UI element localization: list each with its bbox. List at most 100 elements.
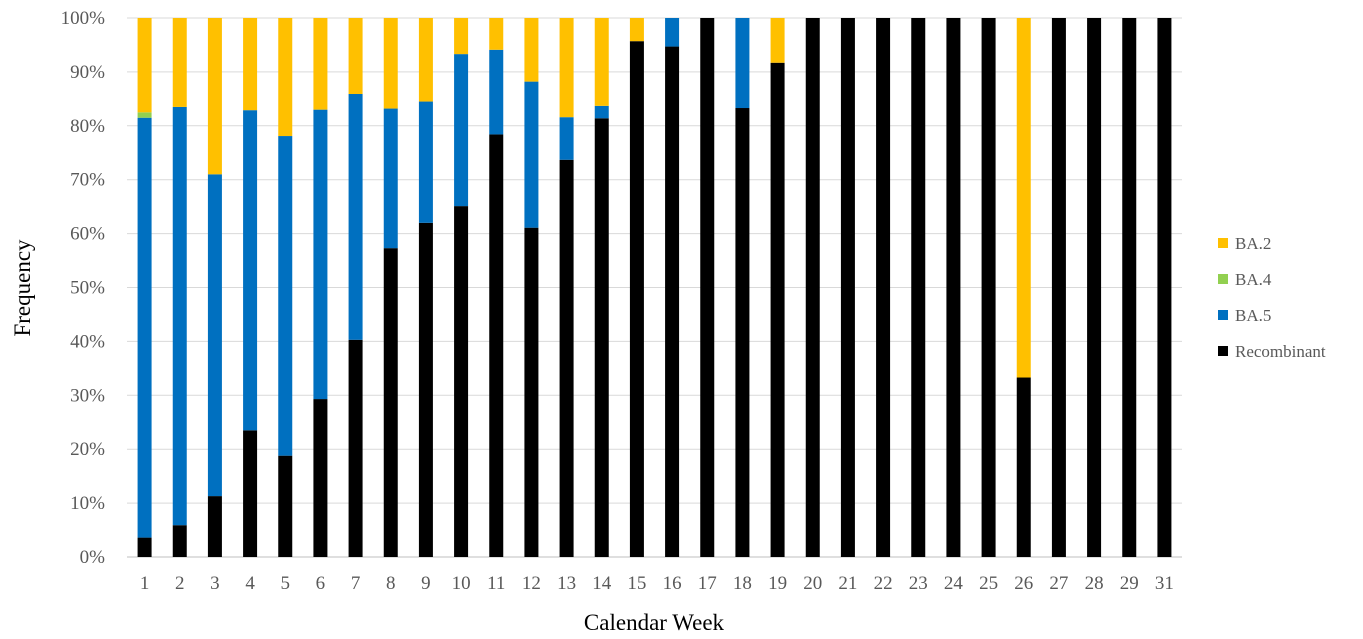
- bar-segment-ba-5: [418, 101, 433, 223]
- x-tick-label: 18: [733, 573, 752, 594]
- bar-segment-ba-2: [1016, 18, 1031, 378]
- bar-segment-ba-2: [348, 18, 363, 94]
- y-tick-labels: 0% 10% 20% 30% 40% 50% 60% 70% 80% 90% 100%: [61, 8, 106, 568]
- x-tick-label: 21: [838, 573, 857, 594]
- bar-segment-ba-5: [313, 109, 328, 400]
- x-tick-label: 8: [386, 573, 396, 594]
- x-tick-label: 17: [698, 573, 717, 594]
- bar-segment-ba-2: [770, 18, 785, 63]
- bar-segment-ba-2: [383, 18, 398, 109]
- y-tick-label: 40%: [70, 331, 105, 352]
- bar-segment-ba-5: [665, 18, 680, 47]
- y-tick-label: 50%: [70, 278, 105, 299]
- bar-segment-recombinant: [278, 455, 293, 557]
- x-tick-label: 14: [592, 573, 612, 594]
- x-tick-label: 5: [281, 573, 291, 594]
- bar-segment-recombinant: [805, 18, 820, 557]
- x-tick-label: 24: [944, 573, 964, 594]
- x-tick-label: 29: [1120, 573, 1139, 594]
- bar-segment-recombinant: [207, 496, 222, 557]
- bar-segment-ba-2: [278, 18, 293, 137]
- x-tick-label: 12: [522, 573, 541, 594]
- x-tick-labels: 1 2 3 4 5 6 7 8 9 10 11 12 13 14 15 16 17 18 19 20 21 22 23 24 2…: [140, 573, 1174, 594]
- bar-segment-recombinant: [1122, 18, 1137, 557]
- bar-segment-recombinant: [1051, 18, 1066, 557]
- bar-segment-ba-2: [489, 18, 504, 50]
- y-tick-label: 30%: [70, 385, 105, 406]
- bar-segment-recombinant: [524, 227, 539, 557]
- bar-segment-recombinant: [348, 339, 363, 557]
- bar-segment-ba-2: [524, 18, 539, 82]
- x-tick-label: 23: [909, 573, 928, 594]
- bar-segment-ba-5: [489, 49, 504, 135]
- legend-swatch: [1218, 274, 1228, 284]
- bar-segment-ba-5: [172, 106, 187, 526]
- x-tick-label: 7: [351, 573, 361, 594]
- bar-segment-ba-5: [594, 105, 609, 119]
- legend-swatch: [1218, 238, 1228, 248]
- bar-segment-recombinant: [770, 62, 785, 557]
- bar-segment-recombinant: [383, 248, 398, 557]
- bar-segment-recombinant: [735, 108, 750, 557]
- x-tick-label: 25: [979, 573, 998, 594]
- bar-segment-recombinant: [629, 41, 644, 557]
- x-tick-label: 13: [557, 573, 576, 594]
- bar-segment-recombinant: [1157, 18, 1172, 557]
- bar-segment-ba-2: [243, 18, 258, 111]
- bar-segment-recombinant: [1016, 377, 1031, 557]
- bar-segment-recombinant: [172, 525, 187, 557]
- y-tick-label: 90%: [70, 62, 105, 83]
- x-tick-label: 20: [803, 573, 822, 594]
- bar-segment-ba-5: [207, 174, 222, 497]
- y-tick-label: 0%: [80, 547, 106, 568]
- bar-segment-recombinant: [840, 18, 855, 557]
- bar-segment-ba-2: [629, 18, 644, 42]
- bar-segment-recombinant: [313, 399, 328, 557]
- legend-label: BA.4: [1235, 270, 1272, 289]
- y-tick-label: 80%: [70, 116, 105, 137]
- bar-segment-ba-5: [524, 81, 539, 228]
- x-tick-label: 15: [627, 573, 646, 594]
- bar-segment-recombinant: [911, 18, 926, 557]
- bar-segment-recombinant: [243, 430, 258, 557]
- bar-segment-recombinant: [454, 206, 469, 557]
- bar-segment-ba-2: [207, 18, 222, 175]
- bar-segment-recombinant: [137, 537, 152, 557]
- bar-segment-ba-2: [594, 18, 609, 106]
- bar-segment-ba-4: [137, 112, 152, 118]
- bar-segment-recombinant: [1087, 18, 1102, 557]
- bar-segment-recombinant: [489, 134, 504, 557]
- bar-segment-recombinant: [700, 18, 715, 557]
- bar-segment-ba-5: [559, 117, 574, 160]
- bar-segment-ba-2: [313, 18, 328, 110]
- x-tick-label: 3: [210, 573, 220, 594]
- y-tick-label: 60%: [70, 224, 105, 245]
- legend-swatch: [1218, 310, 1228, 320]
- x-tick-label: 9: [421, 573, 431, 594]
- y-tick-label: 10%: [70, 493, 105, 514]
- x-tick-label: 26: [1014, 573, 1033, 594]
- bar-segment-ba-5: [735, 18, 750, 109]
- x-tick-label: 31: [1155, 573, 1174, 594]
- x-tick-label: 16: [663, 573, 682, 594]
- legend-label: BA.2: [1235, 234, 1271, 253]
- x-tick-label: 10: [452, 573, 471, 594]
- x-tick-label: 4: [245, 573, 255, 594]
- bar-segment-ba-5: [243, 110, 258, 431]
- y-tick-label: 70%: [70, 170, 105, 191]
- bar-segment-ba-2: [454, 18, 469, 55]
- bar-segment-recombinant: [946, 18, 961, 557]
- x-tick-label: 19: [768, 573, 787, 594]
- bar-segment-recombinant: [559, 159, 574, 557]
- legend: BA.2 BA.4 BA.5 Recombinant: [1218, 234, 1326, 361]
- legend-label: Recombinant: [1235, 342, 1326, 361]
- gridlines: [127, 17, 1182, 558]
- bar-segment-recombinant: [665, 46, 680, 557]
- bar-segment-recombinant: [876, 18, 891, 557]
- bar-segment-ba-2: [137, 18, 152, 113]
- legend-swatch: [1218, 346, 1228, 356]
- x-tick-label: 27: [1049, 573, 1068, 594]
- bar-segment-ba-2: [559, 18, 574, 118]
- x-tick-label: 11: [487, 573, 505, 594]
